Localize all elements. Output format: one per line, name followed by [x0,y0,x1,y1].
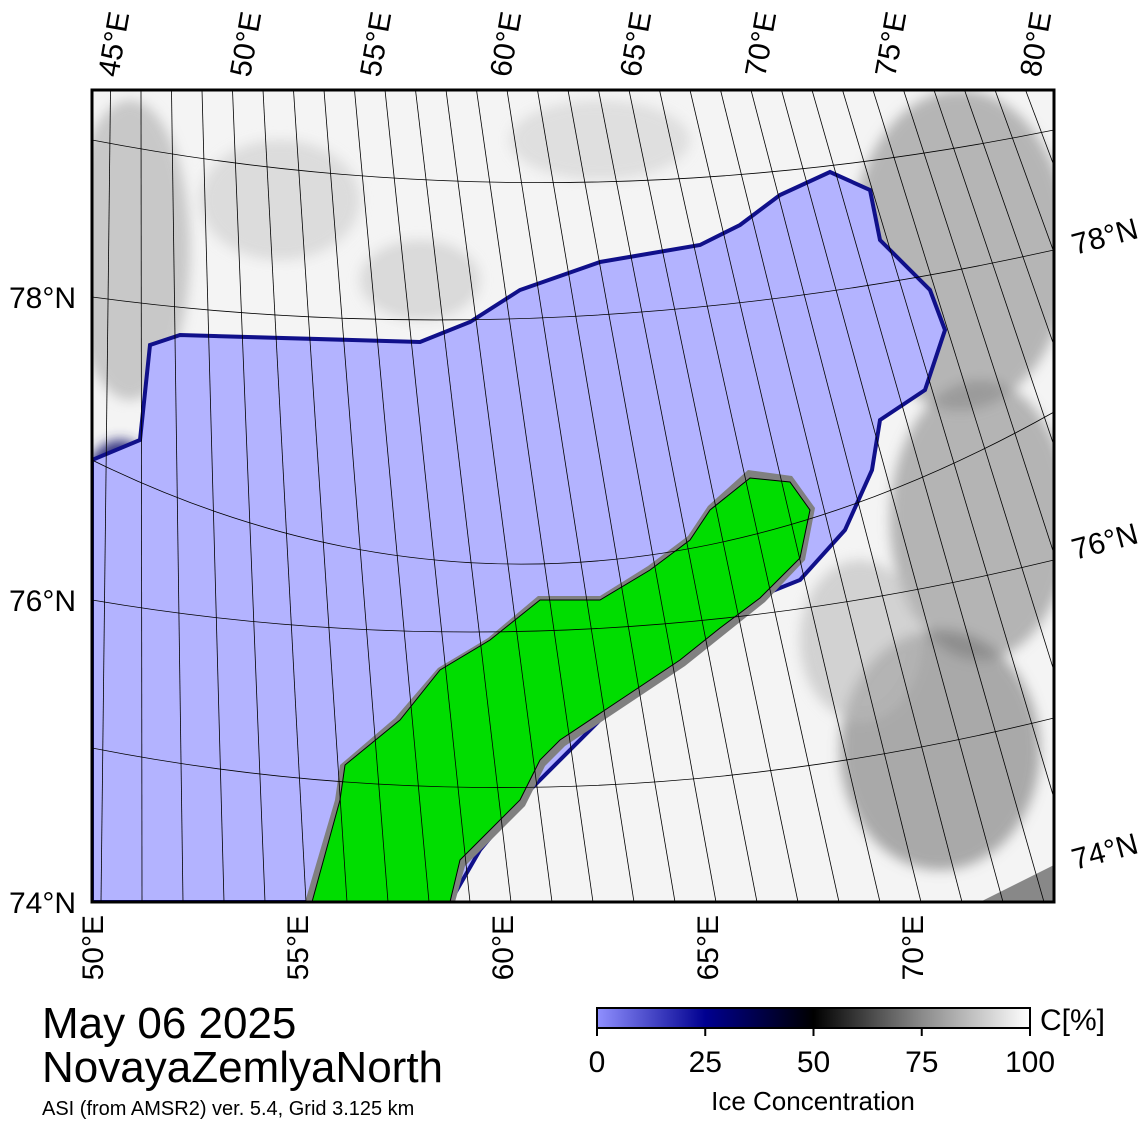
lon-label-top: 75°E [869,9,913,79]
meridian [201,90,225,902]
meridian [354,90,430,902]
lon-label-top: 55°E [354,9,398,79]
meridian [750,90,963,902]
meridian [384,90,471,902]
parallel [92,559,1054,633]
colorbar [596,1007,1031,1029]
meridian [60,90,80,902]
meridian [781,90,1004,902]
lat-label-right: 74°N [1068,828,1141,877]
parallel [92,411,1054,565]
lon-label-top: 80°E [1014,9,1058,79]
colorbar-label: Ice Concentration [711,1086,915,1116]
meridian [842,90,1054,800]
meridian [293,90,348,902]
meridian [659,90,840,902]
colorbar-tick-label: 100 [1005,1046,1055,1079]
colorbar-ticks: 0 25 50 75 100 [589,1028,1055,1079]
lon-label-bottom: 70°E [897,915,930,980]
lon-label-top: 50°E [224,9,268,79]
meridian [964,90,1054,347]
meridian [994,90,1054,254]
colorbar-tick-label: 0 [589,1046,606,1079]
map-date: May 06 2025 [42,999,296,1048]
meridian [1056,90,1147,902]
meridian [628,90,799,902]
meridian [567,90,717,902]
lon-label-bottom: 65°E [692,915,725,980]
meridian [415,90,512,902]
meridian [476,90,594,902]
meridian [445,90,553,902]
parallel [92,717,1054,788]
parallel [92,129,1054,184]
meridian [323,90,389,902]
map-region: NovayaZemlyaNorth [42,1043,443,1092]
meridian [232,90,266,902]
meridian [506,90,635,902]
lat-label-right: 76°N [1068,518,1141,567]
land [311,477,811,902]
map-area [60,90,1147,902]
graticule [60,90,1147,902]
parallel [92,249,1054,321]
meridian [262,90,307,902]
meridian [598,90,758,902]
colorbar-tick-label: 75 [905,1046,938,1079]
lon-label-top: 60°E [484,9,528,79]
lat-label-left: 78°N [9,282,76,315]
meridian [872,90,1054,673]
land [980,865,1054,902]
meridian [903,90,1054,556]
lon-label-top: 65°E [614,9,658,79]
open-water [92,169,948,902]
meridian [811,90,1045,902]
lat-label-left: 74°N [9,887,76,920]
lon-label-bottom: 50°E [77,915,110,980]
colorbar-unit: C[%] [1040,1004,1105,1037]
lat-label-left: 76°N [9,585,76,618]
meridian [720,90,922,902]
meridian [933,90,1054,447]
map-frame [90,88,1056,904]
colorbar-tick-label: 50 [797,1046,830,1079]
meridian [171,90,184,902]
meridian [537,90,676,902]
lon-label-bottom: 55°E [282,915,315,980]
meridian [140,90,143,902]
colorbar-tick-label: 25 [689,1046,722,1079]
lon-label-top: 70°E [739,9,783,79]
meridian [1087,90,1147,902]
lon-label-top: 45°E [92,9,136,79]
meridian [689,90,881,902]
meridian [100,90,111,902]
lon-label-bottom: 60°E [487,915,520,980]
map-source: ASI (from AMSR2) ver. 5.4, Grid 3.125 km [42,1098,414,1120]
lat-label-right: 78°N [1068,213,1141,262]
